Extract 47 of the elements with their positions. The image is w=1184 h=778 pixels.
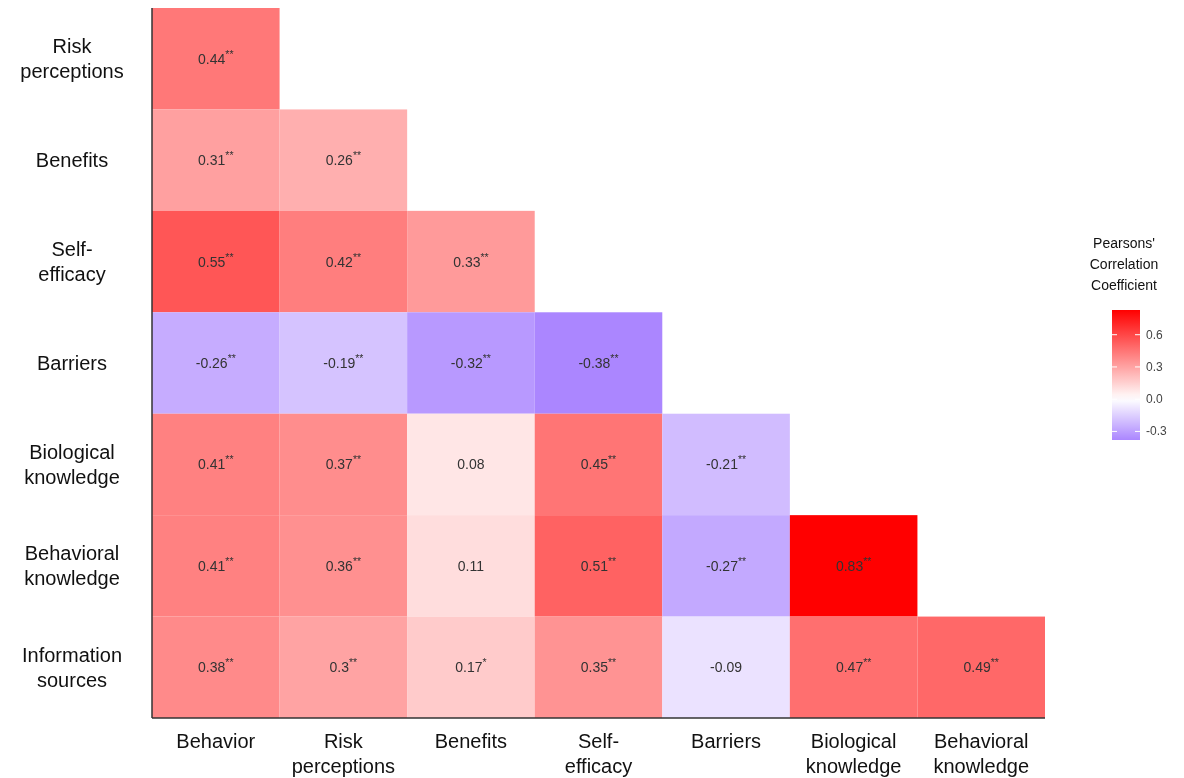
data-label: 0.42$^{**}$ — [325, 250, 362, 270]
x-tick-label: Risk perceptions — [291, 730, 396, 777]
data-label: -0.26$^{**}$ — [195, 352, 236, 371]
data-label: 0.36$^{**}$ — [325, 554, 362, 574]
x-tick-label: Self-efficacy — [564, 730, 633, 777]
data-label: 0.3$^{**}$ — [329, 656, 358, 676]
data-label: 0.41$^{**}$ — [198, 554, 234, 574]
data-label: 0.17$^{*}$ — [455, 656, 487, 676]
data-label: 0.47$^{**}$ — [835, 656, 872, 676]
data-label: 0.33$^{**}$ — [453, 250, 489, 270]
y-tick-label: Barriers — [36, 352, 108, 374]
data-label: -0.38$^{**}$ — [578, 352, 619, 371]
data-label: 0.31$^{**}$ — [198, 149, 234, 169]
x-tick-label: Behavior — [176, 730, 256, 752]
data-label: 0.51$^{**}$ — [580, 554, 617, 574]
y-tick-label: Biological knowledge — [24, 440, 120, 488]
x-tick-label: Barriers — [691, 730, 762, 752]
color-bar-label: -0.3 — [1146, 424, 1167, 439]
data-label: 0.35$^{**}$ — [580, 656, 617, 676]
color-bar-label: 0.0 — [1146, 392, 1164, 407]
data-label: 0.55$^{**}$ — [198, 250, 234, 270]
data-label: 0.83$^{**}$ — [835, 554, 872, 574]
data-label: -0.32$^{**}$ — [450, 352, 491, 371]
color-bar-label: 0.6 — [1146, 327, 1164, 342]
data-label: 0.41$^{**}$ — [198, 453, 234, 473]
color-bar-title: Pearsons' Correlation Coefficient — [1089, 235, 1159, 293]
data-label: 0.49$^{**}$ — [963, 656, 999, 676]
data-label: 0.08 — [457, 456, 485, 473]
data-label: 0.37$^{**}$ — [325, 453, 362, 473]
data-label: -0.09 — [710, 659, 743, 676]
data-label: 0.44$^{**}$ — [198, 47, 234, 67]
color-bar-label: 0.3 — [1146, 359, 1164, 374]
y-tick-label: Risk perceptions — [20, 35, 124, 83]
x-tick-label: Biological knowledge — [805, 730, 902, 777]
y-tick-label: Benefits — [35, 149, 109, 172]
data-label: -0.21$^{**}$ — [706, 453, 747, 473]
x-tick-label: Behavioral knowledge — [933, 730, 1030, 777]
x-tick-label: Benefits — [434, 730, 508, 752]
data-label: -0.27$^{**}$ — [706, 554, 747, 574]
y-tick-label: Information sources — [21, 643, 123, 691]
y-tick-label: Self-efficacy — [38, 238, 106, 286]
data-label: 0.38$^{**}$ — [198, 656, 234, 676]
y-tick-label: Behavioral knowledge — [24, 542, 120, 590]
data-label: 0.26$^{**}$ — [325, 149, 362, 169]
data-label: 0.45$^{**}$ — [580, 453, 617, 473]
data-label: -0.19$^{**}$ — [323, 352, 364, 371]
data-label: 0.11 — [457, 557, 485, 574]
